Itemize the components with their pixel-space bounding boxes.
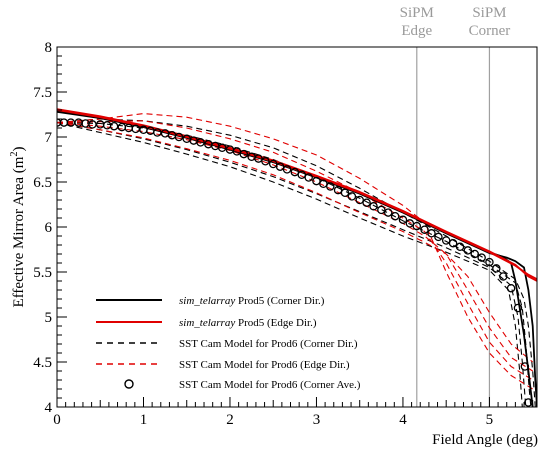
corner-ave-marker [319,179,328,189]
corner-ave-marker [390,211,400,221]
corner-ave-marker [232,147,242,156]
corner-ave-marker [268,159,278,169]
corner-ave-marker [102,121,112,130]
reference-line-label-0-line1: SiPM [400,5,434,21]
y-tick-label: 4 [45,400,53,416]
series-layer [57,108,537,407]
corner-ave-marker [506,283,516,293]
legend-label-prod6-corner: SST Cam Model for Prod6 (Corner Dir.) [179,338,358,350]
corner-ave-marker [398,215,408,225]
series-line-1-1 [57,109,537,280]
corner-ave-marker [377,205,386,215]
corner-ave-marker [455,242,465,252]
y-tick-label: 7.5 [33,85,52,101]
corner-ave-marker [355,195,364,205]
y-axis-title-base: Effective Mirror Area (m [11,156,27,307]
corner-ave-marker [441,236,451,245]
y-tick-label: 6.5 [33,175,52,191]
corner-ave-marker [463,246,473,255]
corner-ave-marker [261,157,270,166]
x-tick-label: 2 [226,412,234,428]
corner-ave-marker [109,121,119,131]
corner-ave-marker [217,143,227,153]
y-tick-label: 4.5 [33,355,52,371]
corner-ave-marker [477,253,486,262]
x-tick-label: 4 [399,412,407,428]
corner-ave-marker [369,202,378,211]
corner-ave-marker [312,176,321,186]
corner-ave-marker [427,229,436,238]
corner-ave-marker [333,185,343,195]
series-line-2-3 [57,122,523,407]
legend: sim_telarray Prod5 (Corner Dir.) sim_tel… [96,295,361,391]
reference-line-label-1-line1: SiPM [472,5,506,21]
y-tick-label: 5 [45,310,53,326]
corner-ave-marker [383,208,393,217]
corner-ave-marker [326,182,335,191]
y-axis-title: Effective Mirror Area (m2) [9,147,27,308]
series-line-2-0 [57,118,536,407]
corner-ave-marker [524,398,533,407]
x-axis-title: Field Angle (deg) [432,432,538,448]
corner-ave-marker [153,128,162,137]
corner-ave-marker [275,162,285,171]
corner-ave-marker [520,362,530,371]
corner-ave-marker [124,123,134,133]
y-tick-labels: 4 4.5 5 5.5 6 6.5 7 7.5 8 [33,40,52,416]
corner-ave-marker [254,154,263,163]
reference-line-label-0-line2: Edge [401,23,432,39]
reference-line-labels: SiPM Edge SiPM Corner [400,5,511,39]
legend-swatch-prod6-corner-ave [124,379,134,389]
corner-ave-marker [362,198,371,207]
axis-ticks [56,46,534,408]
corner-ave-marker [174,132,184,142]
corner-ave-marker [513,303,523,313]
y-tick-label: 7 [45,130,53,146]
y-axis-title-close: ) [11,147,27,152]
y-tick-label: 8 [45,40,53,56]
corner-ave-marker [290,167,300,177]
legend-label-prod6-corner-ave: SST Cam Model for Prod6 (Corner Ave.) [179,379,361,391]
corner-ave-marker [405,219,415,228]
legend-label-prod6-edge: SST Cam Model for Prod6 (Edge Dir.) [179,359,350,371]
corner-ave-marker [434,232,443,242]
series-line-3-3 [57,122,534,363]
corner-ave-marker [448,238,458,248]
corner-ave-marker [485,257,494,267]
corner-ave-marker [304,173,313,182]
corner-ave-marker [347,192,357,201]
series-line-3-2 [57,122,533,372]
corner-ave-marker [196,138,205,147]
corner-ave-marker [117,122,127,132]
x-tick-label: 3 [313,412,321,428]
x-tick-label: 5 [486,412,494,428]
corner-ave-marker [470,249,479,259]
corner-ave-marker [297,170,307,180]
plot-frame [56,46,538,408]
legend-label-prod5-corner: sim_telarray Prod5 (Corner Dir.) [179,295,325,307]
corner-ave-marker [131,124,140,134]
corner-ave-marker [412,221,422,231]
corner-ave-marker [340,188,350,198]
y-tick-label: 5.5 [33,265,52,281]
corner-ave-marker [282,165,292,174]
series-line-2-2 [57,122,527,407]
series-line-3-0 [57,113,533,390]
corner-ave-marker [499,272,508,281]
x-tick-label: 1 [140,412,148,428]
x-tick-label: 0 [53,412,61,428]
corner-ave-marker [492,264,501,273]
legend-label-prod5-edge: sim_telarray Prod5 (Edge Dir.) [179,317,317,329]
corner-ave-marker [420,225,429,234]
corner-ave-marker [239,149,249,159]
y-tick-label: 6 [45,220,53,236]
x-tick-labels: 0 1 2 3 4 5 [53,412,493,428]
reference-line-label-1-line2: Corner [469,23,511,39]
y-axis-title-sup: 2 [9,152,20,157]
